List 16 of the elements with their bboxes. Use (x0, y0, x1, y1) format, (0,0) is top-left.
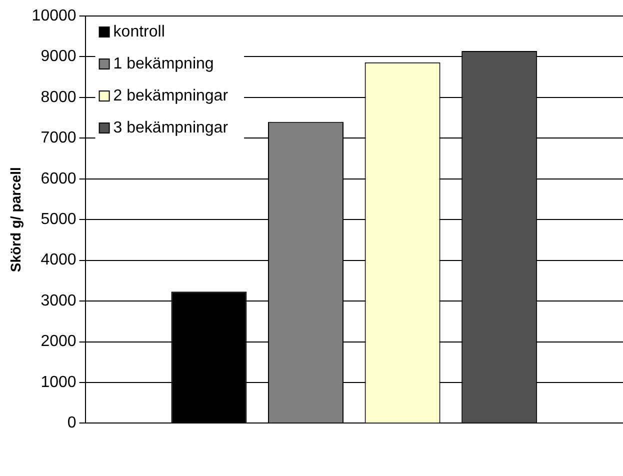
y-tick-label: 8000 (40, 88, 76, 106)
y-tick-label: 4000 (40, 252, 76, 269)
y-tick-label: 1000 (40, 374, 76, 391)
y-tick-label: 5000 (40, 211, 76, 228)
y-tick-label: 10000 (32, 7, 76, 24)
y-tick-label: 2000 (40, 333, 76, 350)
y-tick-label: 6000 (40, 170, 76, 188)
y-tick-label: 7000 (40, 130, 76, 147)
y-tick-label: 9000 (40, 48, 76, 66)
legend-label: 3 bekämpningar (113, 119, 229, 136)
legend-label: 1 bekämpning (113, 55, 214, 72)
y-tick-label: 3000 (40, 292, 76, 310)
legend-label: 2 bekämpningar (113, 87, 229, 104)
legend-label: kontroll (113, 23, 165, 40)
y-axis-title: Skörd g/ parcell (7, 167, 24, 272)
y-tick-label: 0 (67, 414, 76, 432)
